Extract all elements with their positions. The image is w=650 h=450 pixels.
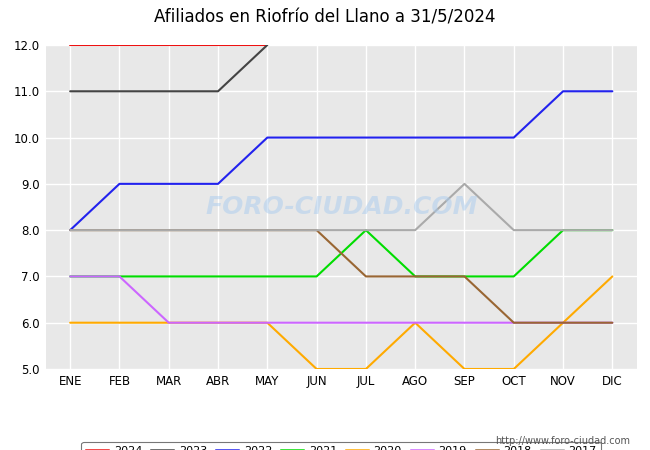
Legend: 2024, 2023, 2022, 2021, 2020, 2019, 2018, 2017: 2024, 2023, 2022, 2021, 2020, 2019, 2018…: [81, 442, 601, 450]
Text: http://www.foro-ciudad.com: http://www.foro-ciudad.com: [495, 436, 630, 446]
Text: Afiliados en Riofrío del Llano a 31/5/2024: Afiliados en Riofrío del Llano a 31/5/20…: [154, 9, 496, 27]
Text: FORO-CIUDAD.COM: FORO-CIUDAD.COM: [205, 195, 478, 219]
